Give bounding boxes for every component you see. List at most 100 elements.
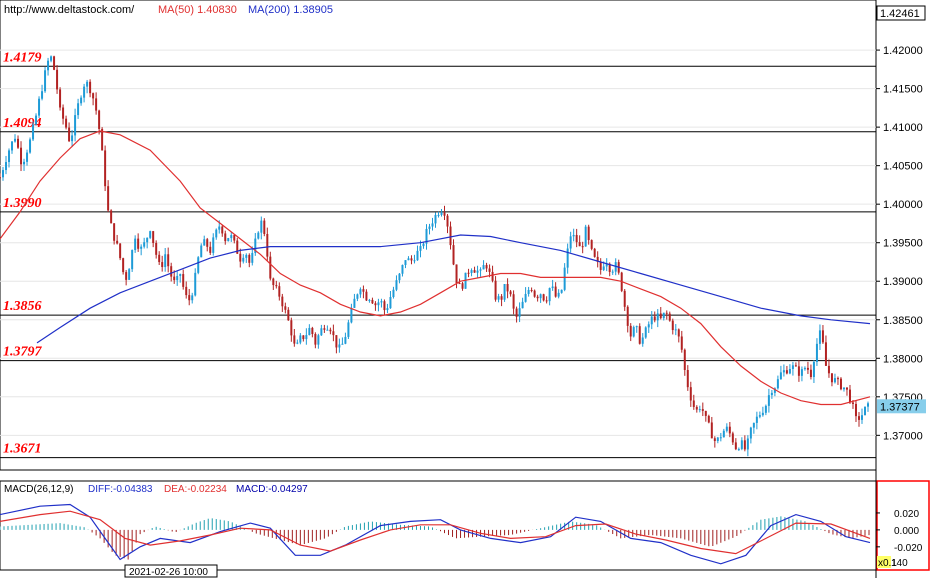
candle-body <box>110 210 113 224</box>
candle-body <box>272 278 275 286</box>
candle-body <box>560 289 563 293</box>
candle-body <box>629 325 632 337</box>
candle-body <box>218 226 221 230</box>
level-label: 1.3856 <box>3 299 42 314</box>
y-tick-label: 1.41500 <box>883 84 923 96</box>
candle-body <box>833 378 836 383</box>
candle-body <box>248 254 251 263</box>
candle-body <box>230 235 233 239</box>
candle-body <box>419 246 422 251</box>
candle-body <box>530 289 533 291</box>
candle-body <box>335 335 338 348</box>
candle-body <box>647 324 650 328</box>
macd-dea-label: DEA:-0.02234 <box>164 484 227 495</box>
candle-body <box>512 294 515 309</box>
candle-body <box>641 337 644 344</box>
candle-body <box>299 335 302 343</box>
candle-body <box>209 246 212 253</box>
candle-body <box>815 343 818 362</box>
candle-body <box>212 237 215 253</box>
candle-body <box>602 266 605 270</box>
candle-body <box>137 238 140 249</box>
candle-body <box>758 415 761 417</box>
candle-body <box>239 253 242 262</box>
candle-body <box>29 139 32 153</box>
candle-body <box>257 232 260 239</box>
candle-body <box>131 250 134 270</box>
candle-body <box>863 406 866 416</box>
candle-body <box>626 306 629 326</box>
candle-body <box>593 248 596 257</box>
candle-body <box>245 254 248 258</box>
candle-body <box>623 290 626 307</box>
candle-body <box>56 69 59 90</box>
candle-body <box>719 437 722 439</box>
candle-body <box>86 81 89 87</box>
candle-body <box>422 243 425 247</box>
candle-body <box>608 263 611 272</box>
candle-body <box>11 141 14 151</box>
candle-body <box>425 228 428 244</box>
candle-body <box>554 286 557 297</box>
level-label: 1.3990 <box>3 196 42 211</box>
candle-body <box>383 301 386 311</box>
candle-body <box>194 272 197 296</box>
candle-body <box>653 316 656 321</box>
candle-body <box>221 226 224 234</box>
candle-body <box>689 387 692 401</box>
candle-body <box>842 387 845 390</box>
candle-body <box>200 245 203 258</box>
candle-body <box>302 335 305 340</box>
last-price-tag <box>877 399 926 414</box>
candle-body <box>143 242 146 247</box>
candle-body <box>206 239 209 247</box>
candle-body <box>728 426 731 434</box>
candle-body <box>605 263 608 267</box>
candle-body <box>92 93 95 99</box>
candle-body <box>341 343 344 345</box>
candle-body <box>473 270 476 273</box>
last-price-label: 1.37377 <box>880 401 920 413</box>
candle-body <box>437 214 440 216</box>
candle-body <box>416 250 419 261</box>
candle-body <box>515 308 518 317</box>
candle-body <box>866 403 869 407</box>
candle-body <box>74 115 77 136</box>
candle-body <box>242 257 245 262</box>
candle-body <box>113 223 116 241</box>
candle-body <box>572 234 575 237</box>
candle-body <box>353 298 356 308</box>
candle-body <box>794 365 797 367</box>
candle-body <box>650 316 653 325</box>
candle-body <box>236 240 239 254</box>
candle-body <box>563 267 566 290</box>
candle-body <box>428 226 431 229</box>
candle-body <box>179 274 182 276</box>
candle-body <box>446 215 449 227</box>
candle-body <box>569 236 572 249</box>
candle-body <box>215 229 218 238</box>
candle-body <box>545 300 548 302</box>
crosshair-date-box <box>124 564 218 578</box>
candle-body <box>830 373 833 383</box>
candle-body <box>686 369 689 388</box>
candle-body <box>278 286 281 297</box>
candle-body <box>524 293 527 302</box>
candle-body <box>350 307 353 323</box>
crosshair-date-label: 2021-02-26 10:00 <box>129 567 208 578</box>
scale-label: x0.1 <box>878 558 897 569</box>
scale-value: 140 <box>891 558 908 569</box>
support-resistance-levels: 1.4179 1.4094 1.3990 1.3856 1.3797 1.3671 <box>0 50 876 459</box>
candle-body <box>116 240 119 244</box>
candle-body <box>389 297 392 309</box>
candle-body <box>188 295 191 301</box>
candle-body <box>692 400 695 407</box>
y-tick-label: 1.42000 <box>883 45 923 57</box>
candle-body <box>443 212 446 216</box>
candle-body <box>494 280 497 300</box>
macd-tick-label: 0.020 <box>894 509 919 520</box>
top-value-box <box>876 5 926 21</box>
candle-body <box>761 412 764 416</box>
